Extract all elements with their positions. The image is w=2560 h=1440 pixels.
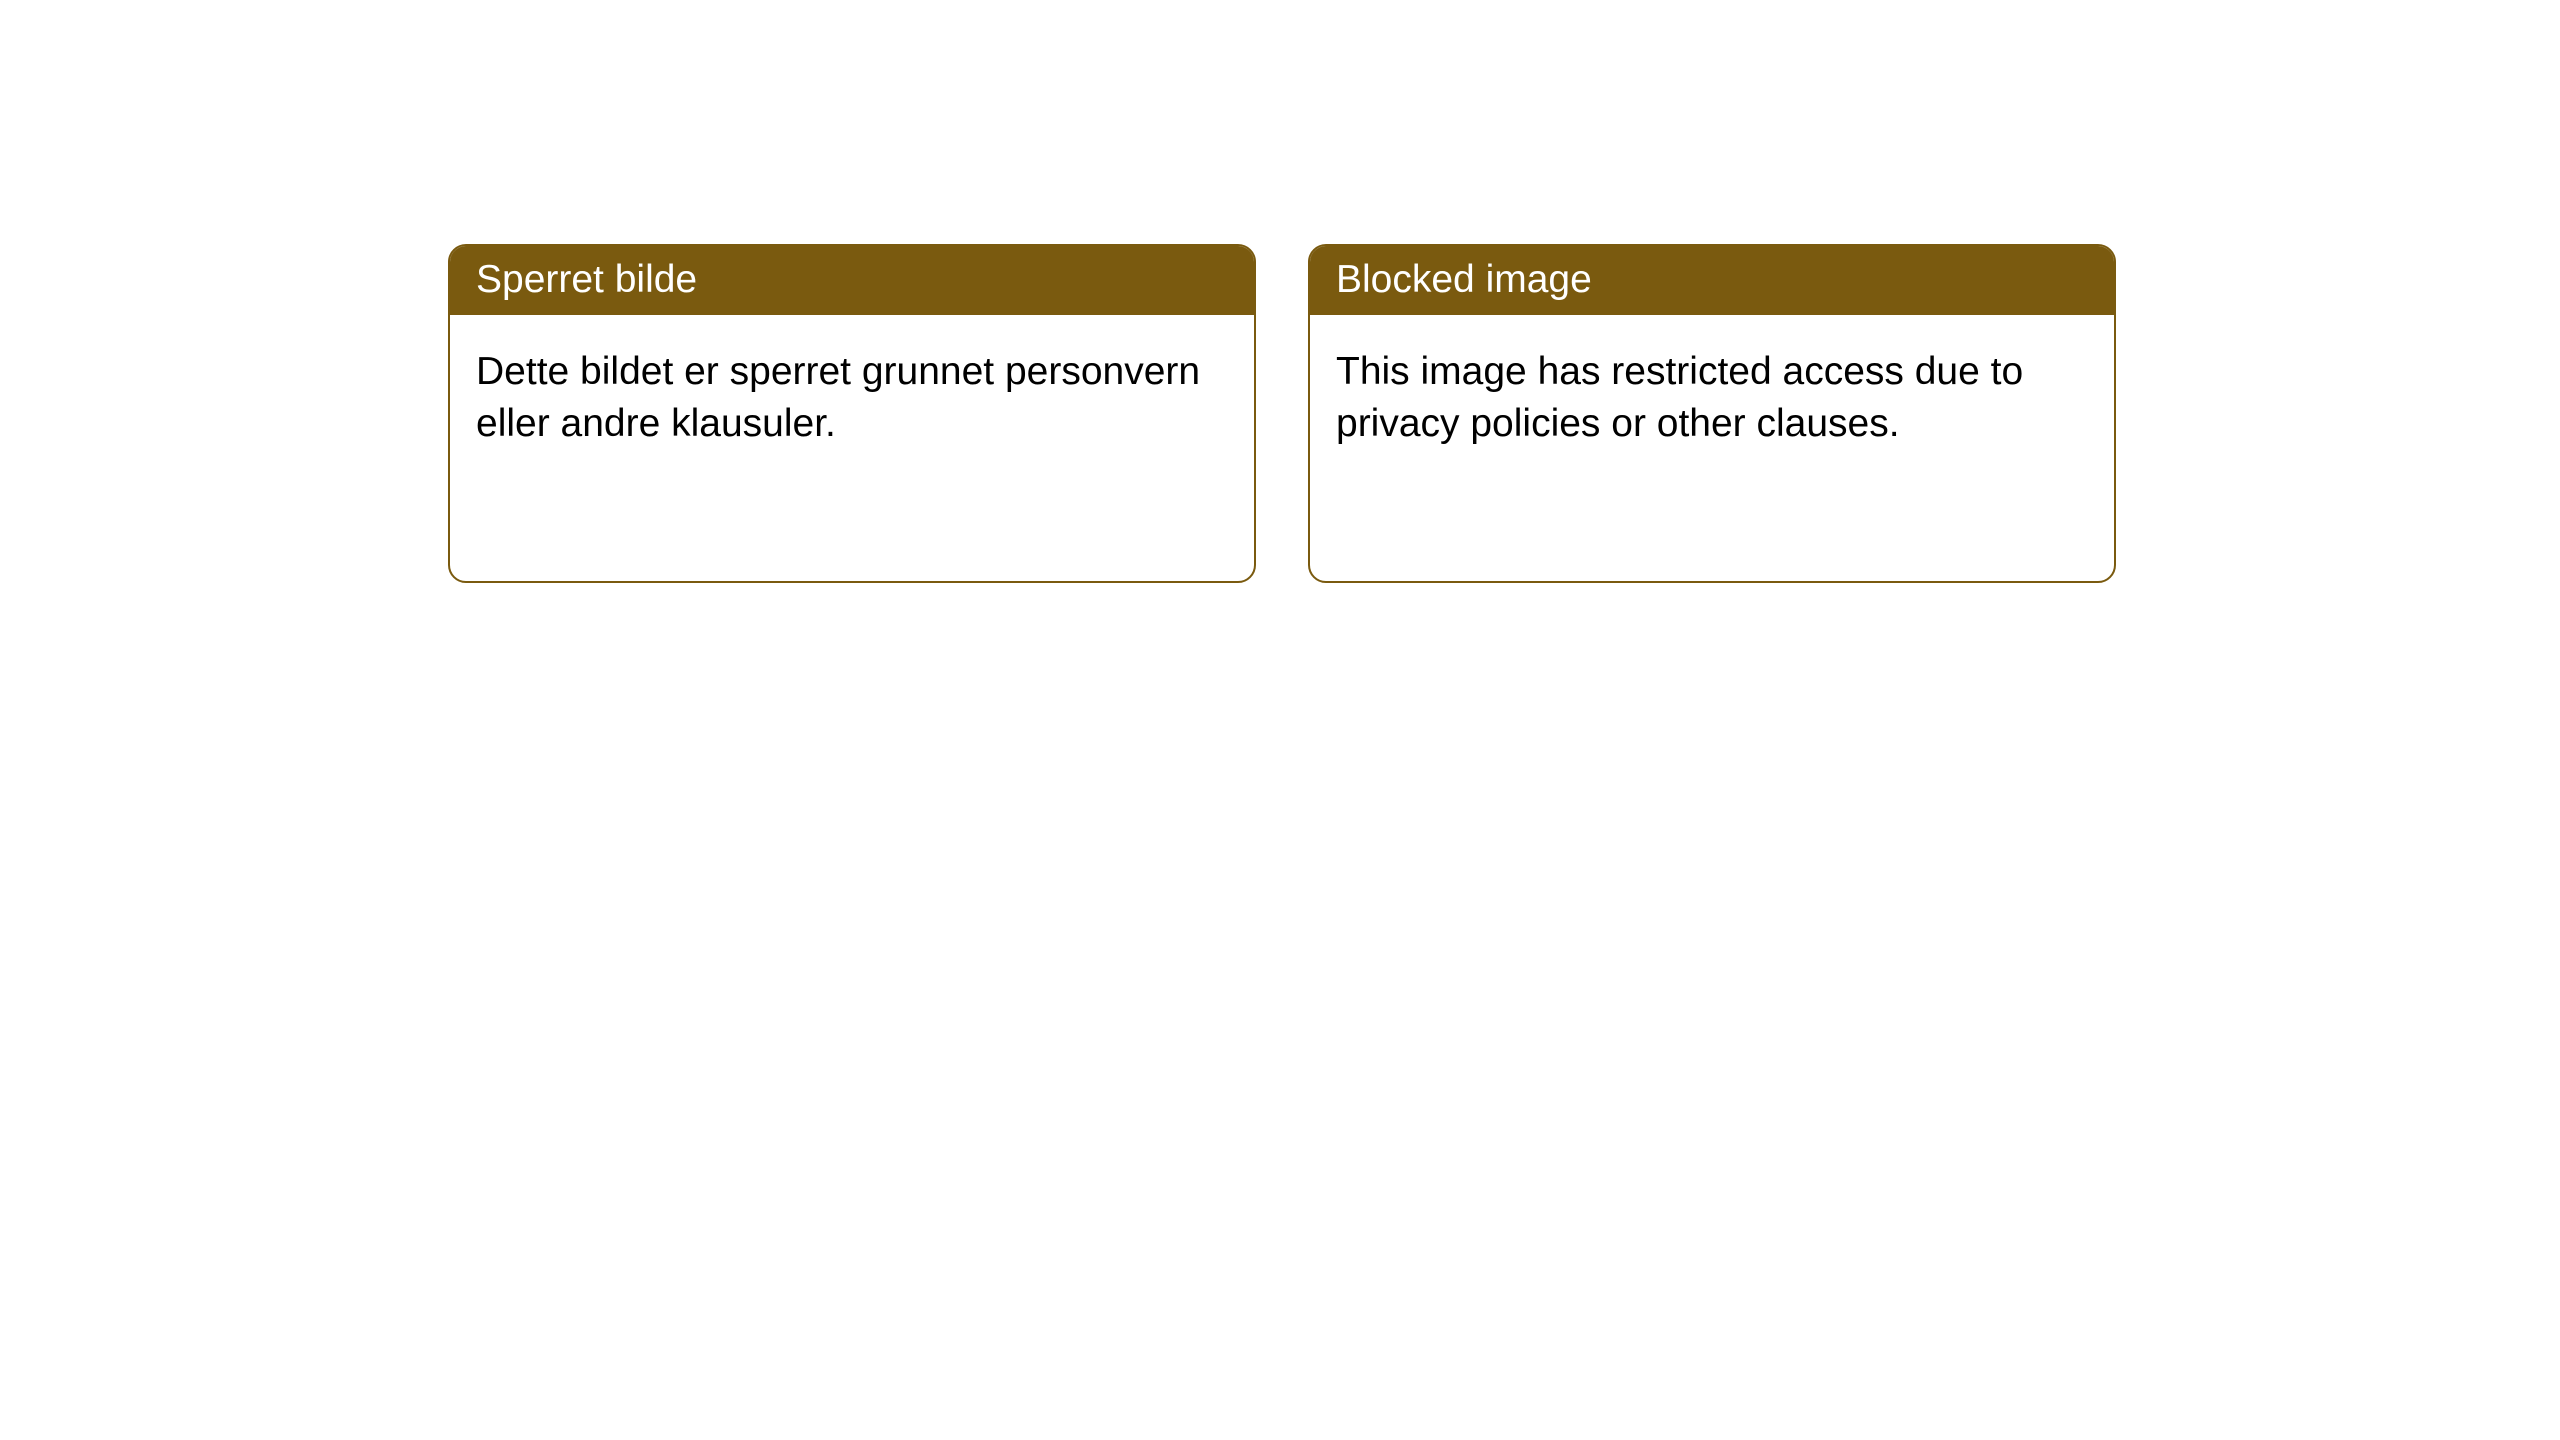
notice-message: Dette bildet er sperret grunnet personve… <box>476 350 1200 446</box>
notice-body: This image has restricted access due to … <box>1310 315 2114 482</box>
notice-header: Blocked image <box>1310 246 2114 315</box>
notice-title: Sperret bilde <box>476 258 697 301</box>
notice-header: Sperret bilde <box>450 246 1254 315</box>
notice-card-norwegian: Sperret bilde Dette bildet er sperret gr… <box>448 244 1256 583</box>
notice-card-english: Blocked image This image has restricted … <box>1308 244 2116 583</box>
notice-message: This image has restricted access due to … <box>1336 350 2023 446</box>
notice-container: Sperret bilde Dette bildet er sperret gr… <box>0 0 2560 583</box>
notice-title: Blocked image <box>1336 258 1592 301</box>
notice-body: Dette bildet er sperret grunnet personve… <box>450 315 1254 482</box>
